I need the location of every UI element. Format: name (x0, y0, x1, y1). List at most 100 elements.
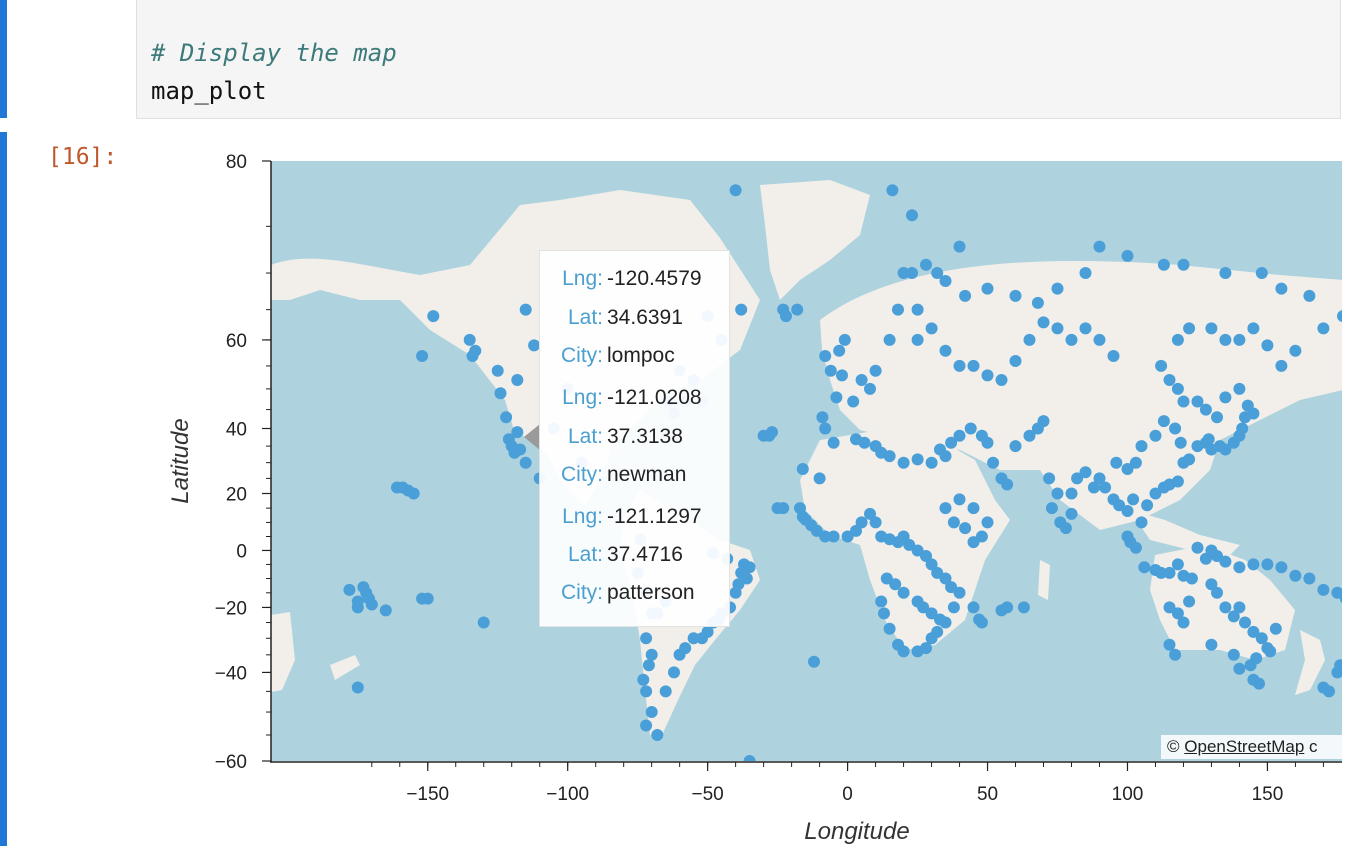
city-marker[interactable] (343, 583, 356, 596)
city-marker[interactable] (1183, 322, 1196, 335)
city-marker[interactable] (1334, 659, 1342, 672)
city-marker[interactable] (1149, 487, 1162, 500)
city-marker[interactable] (1183, 453, 1196, 466)
city-marker[interactable] (1211, 586, 1223, 599)
city-marker[interactable] (864, 507, 876, 520)
city-marker[interactable] (519, 456, 532, 469)
city-marker[interactable] (1236, 422, 1249, 435)
city-marker[interactable] (858, 436, 871, 449)
city-marker[interactable] (934, 613, 946, 626)
city-marker[interactable] (959, 289, 972, 302)
city-marker[interactable] (1009, 355, 1022, 367)
city-marker[interactable] (511, 374, 524, 386)
city-marker[interactable] (816, 411, 829, 424)
city-marker[interactable] (766, 426, 778, 439)
city-marker[interactable] (939, 344, 952, 357)
city-marker[interactable] (463, 333, 476, 346)
city-marker[interactable] (1059, 522, 1072, 535)
city-marker[interactable] (1244, 659, 1257, 672)
city-marker[interactable] (906, 209, 918, 222)
city-marker[interactable] (897, 456, 910, 469)
city-marker[interactable] (1135, 440, 1148, 453)
city-marker[interactable] (696, 632, 708, 645)
city-marker[interactable] (416, 350, 429, 362)
city-marker[interactable] (1255, 267, 1268, 279)
city-marker[interactable] (911, 333, 924, 346)
city-marker[interactable] (906, 267, 918, 279)
city-marker[interactable] (869, 364, 882, 377)
city-marker[interactable] (808, 655, 820, 668)
city-marker[interactable] (883, 622, 896, 635)
city-marker[interactable] (1219, 443, 1232, 456)
city-marker[interactable] (855, 516, 868, 529)
city-marker[interactable] (953, 359, 966, 372)
city-marker[interactable] (1233, 601, 1246, 614)
city-marker[interactable] (1171, 382, 1184, 395)
city-marker[interactable] (1093, 240, 1106, 253)
city-marker[interactable] (1163, 601, 1176, 614)
city-marker[interactable] (1079, 267, 1092, 279)
city-marker[interactable] (1233, 333, 1246, 346)
city-marker[interactable] (1303, 289, 1316, 302)
city-marker[interactable] (1275, 359, 1288, 372)
city-marker[interactable] (959, 522, 972, 535)
city-marker[interactable] (939, 572, 952, 585)
city-marker[interactable] (925, 456, 938, 469)
city-marker[interactable] (1171, 607, 1184, 620)
city-marker[interactable] (640, 632, 653, 645)
city-marker[interactable] (864, 382, 876, 395)
city-marker[interactable] (1317, 583, 1330, 596)
city-marker[interactable] (1247, 322, 1260, 335)
city-marker[interactable] (947, 516, 960, 529)
city-marker[interactable] (995, 374, 1008, 386)
city-marker[interactable] (833, 344, 846, 357)
city-marker[interactable] (1163, 374, 1176, 386)
city-marker[interactable] (1177, 258, 1190, 271)
city-marker[interactable] (1093, 472, 1106, 485)
city-marker[interactable] (519, 303, 532, 316)
city-marker[interactable] (1219, 391, 1232, 404)
city-marker[interactable] (883, 450, 896, 463)
city-marker[interactable] (1157, 415, 1170, 428)
city-marker[interactable] (791, 303, 804, 316)
city-marker[interactable] (1023, 333, 1036, 346)
city-marker[interactable] (1135, 516, 1148, 529)
city-marker[interactable] (1177, 395, 1190, 408)
city-marker[interactable] (987, 456, 1000, 469)
city-marker[interactable] (351, 681, 364, 694)
city-marker[interactable] (1233, 662, 1246, 675)
city-marker[interactable] (1163, 566, 1176, 579)
city-marker[interactable] (365, 598, 378, 611)
city-marker[interactable] (1185, 572, 1198, 585)
city-marker[interactable] (1227, 610, 1240, 623)
city-marker[interactable] (1065, 487, 1078, 500)
city-marker[interactable] (1247, 625, 1260, 638)
city-marker[interactable] (981, 282, 994, 295)
city-marker[interactable] (1269, 622, 1282, 635)
city-marker[interactable] (687, 632, 700, 645)
city-marker[interactable] (668, 666, 680, 679)
city-marker[interactable] (1183, 595, 1196, 608)
city-marker[interactable] (827, 530, 840, 543)
city-marker[interactable] (1219, 555, 1232, 568)
city-marker[interactable] (1023, 429, 1036, 442)
city-marker[interactable] (1045, 502, 1058, 515)
city-marker[interactable] (847, 395, 860, 408)
city-marker[interactable] (1264, 645, 1277, 658)
city-marker[interactable] (1009, 440, 1022, 453)
city-marker[interactable] (379, 604, 392, 617)
city-marker[interactable] (1155, 359, 1168, 372)
city-marker[interactable] (477, 616, 490, 629)
city-marker[interactable] (1009, 289, 1022, 302)
city-marker[interactable] (1169, 648, 1182, 661)
city-marker[interactable] (947, 601, 960, 614)
city-marker[interactable] (1191, 541, 1204, 554)
city-marker[interactable] (528, 339, 541, 352)
city-marker[interactable] (651, 729, 664, 741)
city-marker[interactable] (892, 638, 904, 651)
city-marker[interactable] (1191, 395, 1204, 408)
city-marker[interactable] (953, 586, 966, 599)
city-marker[interactable] (1093, 333, 1106, 346)
city-marker[interactable] (878, 607, 890, 620)
city-marker[interactable] (1127, 493, 1140, 506)
